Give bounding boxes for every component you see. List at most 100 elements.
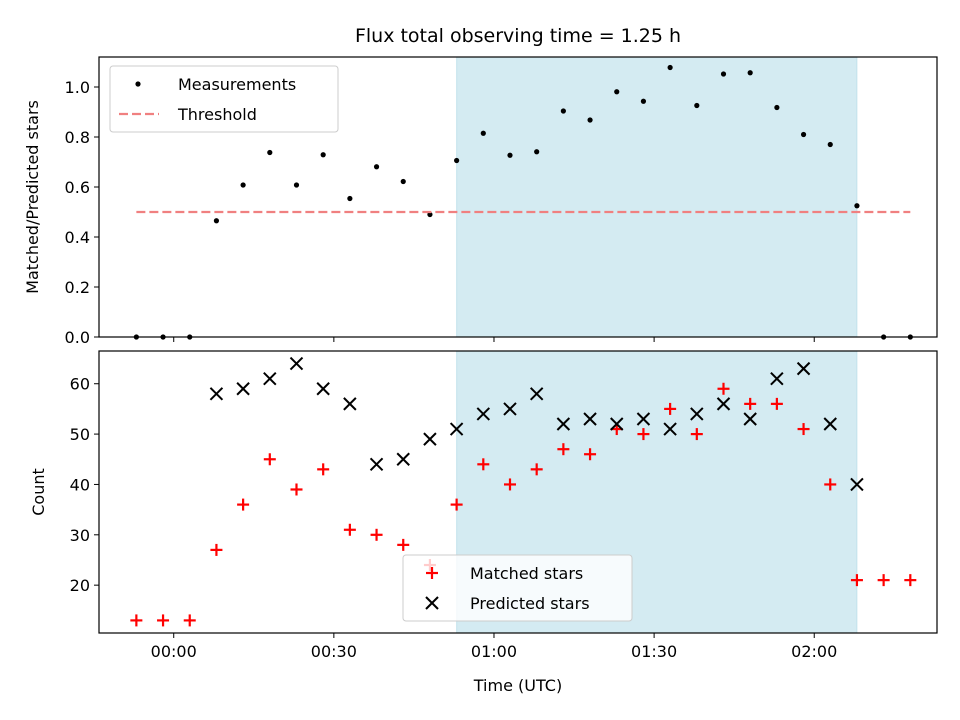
measurement-point [213, 218, 220, 224]
measurement-point [587, 117, 593, 123]
matched-stars-point [237, 498, 250, 511]
measurement-point [694, 102, 700, 109]
matched-stars-point [477, 458, 490, 471]
y-tick-label: 1.0 [65, 78, 90, 97]
predicted-stars-point [610, 417, 624, 431]
predicted-stars-point [823, 417, 837, 431]
measurement-point [373, 164, 380, 170]
x-tick-label: 01:30 [631, 642, 677, 661]
top-axes-frame [98, 56, 938, 338]
measurement-point [293, 182, 300, 188]
matched-stars-point [397, 538, 410, 551]
measurement-point [347, 195, 353, 202]
predicted-stars-point [583, 412, 597, 426]
y-tick-label: 50 [70, 425, 90, 444]
measurement-point [640, 98, 647, 104]
measurement-point [480, 130, 486, 136]
matched-stars-point [263, 453, 276, 466]
predicted-stars-point [476, 407, 491, 421]
measurement-point [400, 178, 406, 185]
matched-stars-point [904, 574, 917, 587]
legend-measurements-marker [135, 81, 141, 87]
matched-stars-point [744, 397, 757, 410]
y-tick-label: 20 [70, 576, 90, 595]
legend-predicted-label: Predicted stars [470, 594, 590, 613]
predicted-stars-point [369, 457, 384, 472]
x-tick-label: 02:00 [791, 642, 837, 661]
matched-stars-point [770, 397, 783, 410]
bottom-legend: Matched stars Predicted stars [402, 554, 633, 622]
predicted-stars-point [449, 422, 464, 436]
matched-stars-point [503, 478, 516, 491]
predicted-stars-point [796, 361, 811, 376]
y-tick-label: 0.4 [65, 228, 90, 247]
predicted-stars-point [316, 382, 330, 396]
predicted-stars-point [743, 412, 757, 426]
predicted-stars-point [343, 397, 357, 411]
matched-stars-point [690, 428, 703, 441]
top-y-axis-label: Matched/Predicted stars [23, 100, 42, 294]
measurement-point [667, 64, 673, 71]
matched-stars-point [637, 428, 650, 441]
y-tick-label: 40 [70, 475, 90, 494]
bottom-y-ticks: 20 30 40 50 60 [70, 375, 99, 595]
matched-stars-point [824, 478, 837, 491]
bottom-y-axis-label: Count [29, 468, 48, 516]
measurement-point [507, 152, 513, 158]
matched-stars-point [130, 614, 143, 627]
y-tick-label: 30 [70, 526, 90, 545]
predicted-stars-point [209, 387, 224, 401]
top-y-ticks: 0.0 0.2 0.4 0.6 0.8 1.0 [65, 78, 99, 347]
x-tick-label: 00:00 [151, 642, 197, 661]
predicted-stars-point [690, 407, 704, 421]
predicted-stars-point [236, 382, 250, 396]
predicted-stars-point [423, 432, 437, 446]
matched-stars-point [557, 443, 570, 456]
measurement-point [320, 152, 326, 158]
matched-stars-point [210, 543, 223, 556]
bottom-x-ticks: 00:00 00:30 01:00 01:30 02:00 [151, 633, 837, 661]
x-axis-label: Time (UTC) [473, 676, 562, 695]
measurement-point [720, 71, 727, 77]
matched-stars-point [584, 448, 597, 461]
y-tick-label: 0.0 [65, 328, 90, 347]
matched-stars-point [530, 463, 543, 476]
legend-measurements-label: Measurements [178, 75, 296, 94]
bottom-legend-box [402, 554, 633, 622]
predicted-stars-point [636, 412, 651, 426]
predicted-stars-point [263, 371, 277, 386]
shaded-observing-span [456, 56, 858, 338]
predicted-stars-point [716, 397, 731, 411]
bottom-plot-series [130, 356, 917, 627]
matched-stars-point [317, 463, 330, 476]
measurement-point [534, 149, 540, 155]
matched-stars-point [797, 423, 810, 436]
measurement-point [427, 211, 433, 218]
predicted-stars-point [396, 452, 410, 466]
matched-stars-point [717, 382, 730, 395]
legend-threshold-label: Threshold [177, 105, 257, 124]
measurement-point [747, 70, 753, 76]
matched-stars-point [877, 574, 890, 587]
predicted-stars-point [663, 422, 677, 436]
measurement-point [267, 149, 273, 156]
y-tick-label: 60 [70, 375, 90, 394]
matched-stars-point [664, 402, 677, 415]
matched-stars-point [450, 498, 463, 511]
top-legend-box [109, 65, 339, 133]
top-x-ticks [173, 337, 815, 342]
measurement-point [454, 157, 460, 164]
matched-stars-point [290, 483, 303, 496]
predicted-stars-point [503, 402, 517, 416]
chart-title: Flux total observing time = 1.25 h [355, 25, 681, 47]
predicted-stars-point [289, 356, 304, 371]
measurement-point [774, 104, 780, 111]
legend-matched-marker [426, 567, 438, 579]
measurement-point [827, 141, 833, 148]
predicted-stars-point [770, 371, 784, 386]
measurement-point [854, 203, 860, 209]
bottom-axes-frame [98, 350, 938, 634]
x-tick-label: 00:30 [311, 642, 357, 661]
matched-stars-point [850, 574, 863, 587]
